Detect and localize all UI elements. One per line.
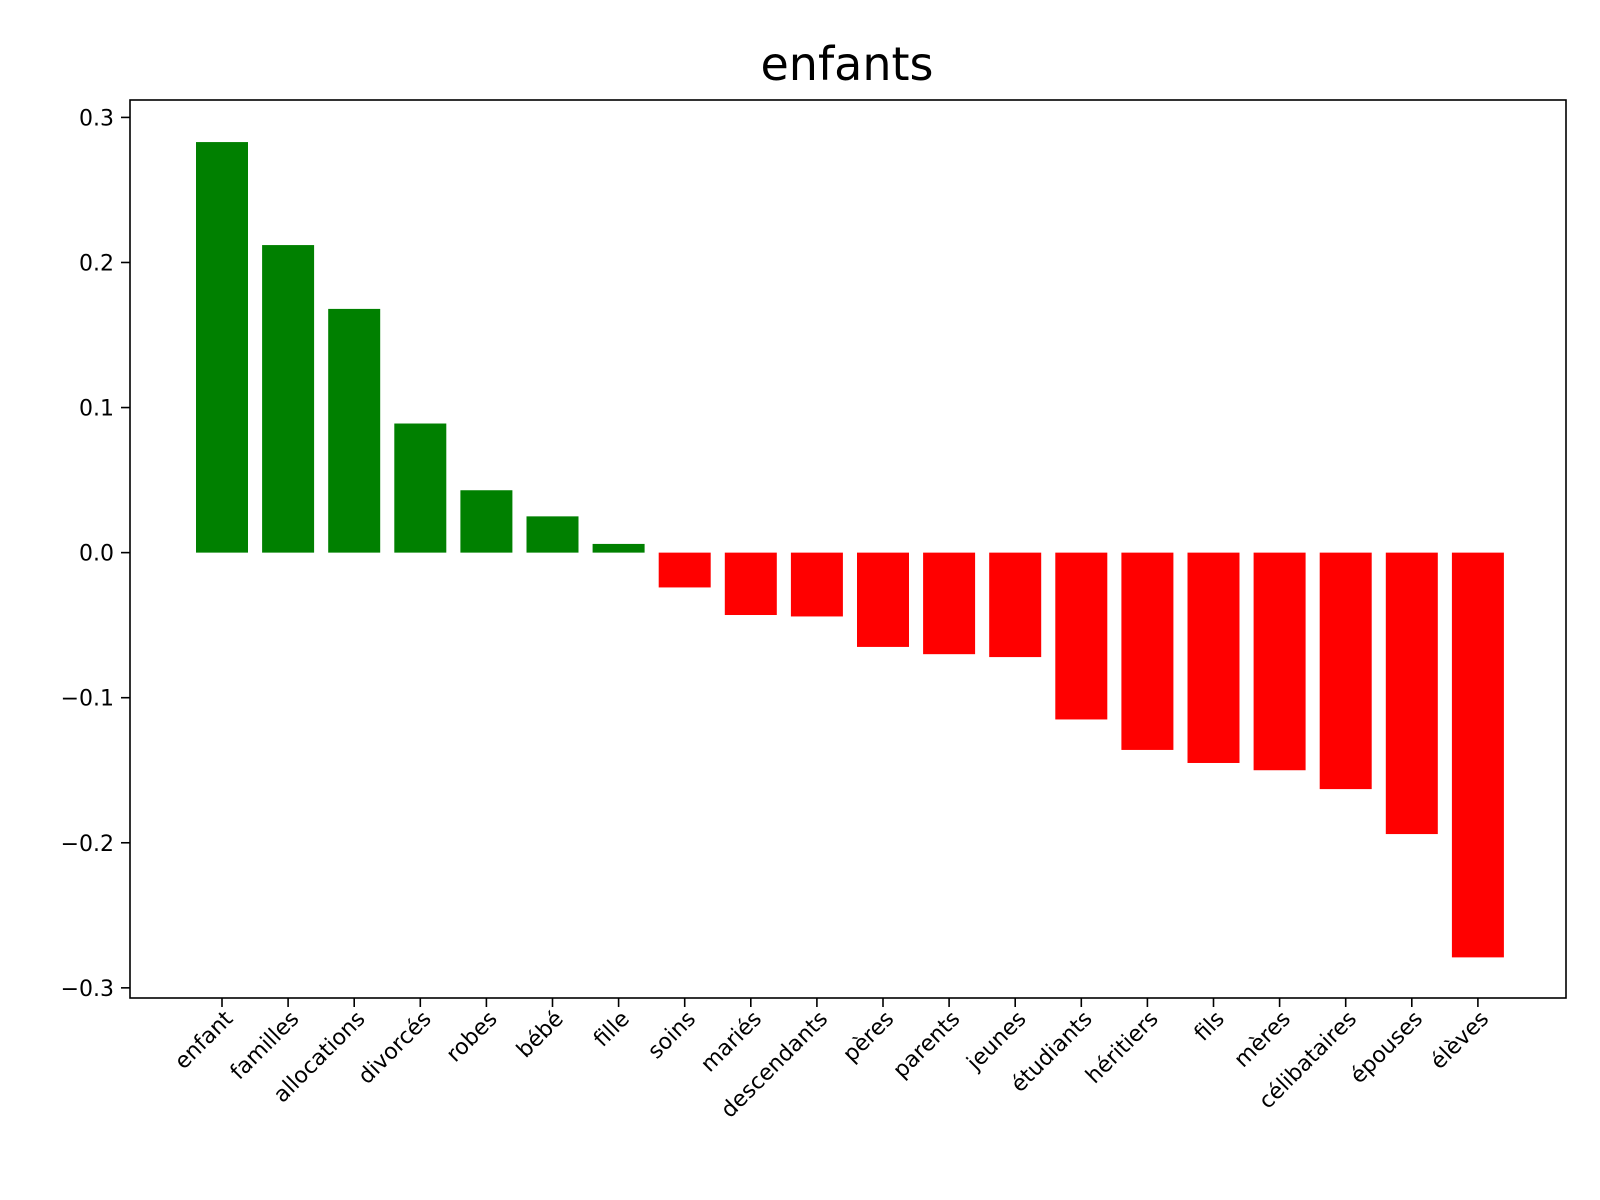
y-tick-label: 0.0 <box>79 542 114 567</box>
bar-bébé <box>526 516 579 553</box>
y-axis: 0.3 0.2 0.1 0.0 −0.1 −0.2 −0.3 <box>61 106 130 1002</box>
bar-divorcés <box>394 423 447 553</box>
y-tick-label: 0.2 <box>79 251 114 276</box>
plot-frame <box>129 99 1567 999</box>
y-tick-label: −0.1 <box>61 687 114 712</box>
bar-mères <box>1253 552 1306 771</box>
y-tick-label: −0.3 <box>61 977 114 1002</box>
y-tick-label: 0.3 <box>79 106 114 131</box>
bar-allocations <box>328 308 381 553</box>
x-tick-label: fils <box>1190 1007 1230 1047</box>
bar-parents <box>923 552 976 655</box>
bar-familles <box>262 245 315 553</box>
x-tick-label: bébé <box>512 1007 569 1064</box>
x-tick-label: pères <box>838 1007 899 1068</box>
bar-enfant <box>196 142 248 553</box>
bars-group <box>196 142 1504 958</box>
bar-pères <box>857 552 909 647</box>
x-tick-label: mères <box>1230 1007 1296 1073</box>
bar-héritiers <box>1121 552 1174 750</box>
bar-descendants <box>790 552 843 617</box>
x-tick-label: soins <box>643 1007 701 1065</box>
x-tick-label: élèves <box>1426 1007 1494 1075</box>
bar-jeunes <box>989 552 1042 658</box>
y-tick-label: −0.2 <box>61 832 114 857</box>
bar-élèves <box>1451 552 1504 958</box>
bar-célibataires <box>1319 552 1372 790</box>
bar-mariés <box>724 552 777 616</box>
x-tick-label: fille <box>589 1007 635 1053</box>
y-tick-label: 0.1 <box>79 397 114 422</box>
chart-title: enfants <box>761 37 934 91</box>
bar-soins <box>658 552 711 588</box>
bar-étudiants <box>1055 552 1108 720</box>
x-tick-label: héritiers <box>1081 1007 1163 1089</box>
bar-robes <box>460 490 513 553</box>
x-tick-label: épouses <box>1346 1007 1428 1089</box>
x-tick-label: parents <box>889 1007 966 1084</box>
bar-fille <box>592 543 645 553</box>
x-tick-label: robes <box>442 1007 503 1068</box>
bar-fils <box>1187 552 1240 763</box>
bar-épouses <box>1385 552 1438 835</box>
x-tick-label: divorcés <box>354 1007 437 1090</box>
